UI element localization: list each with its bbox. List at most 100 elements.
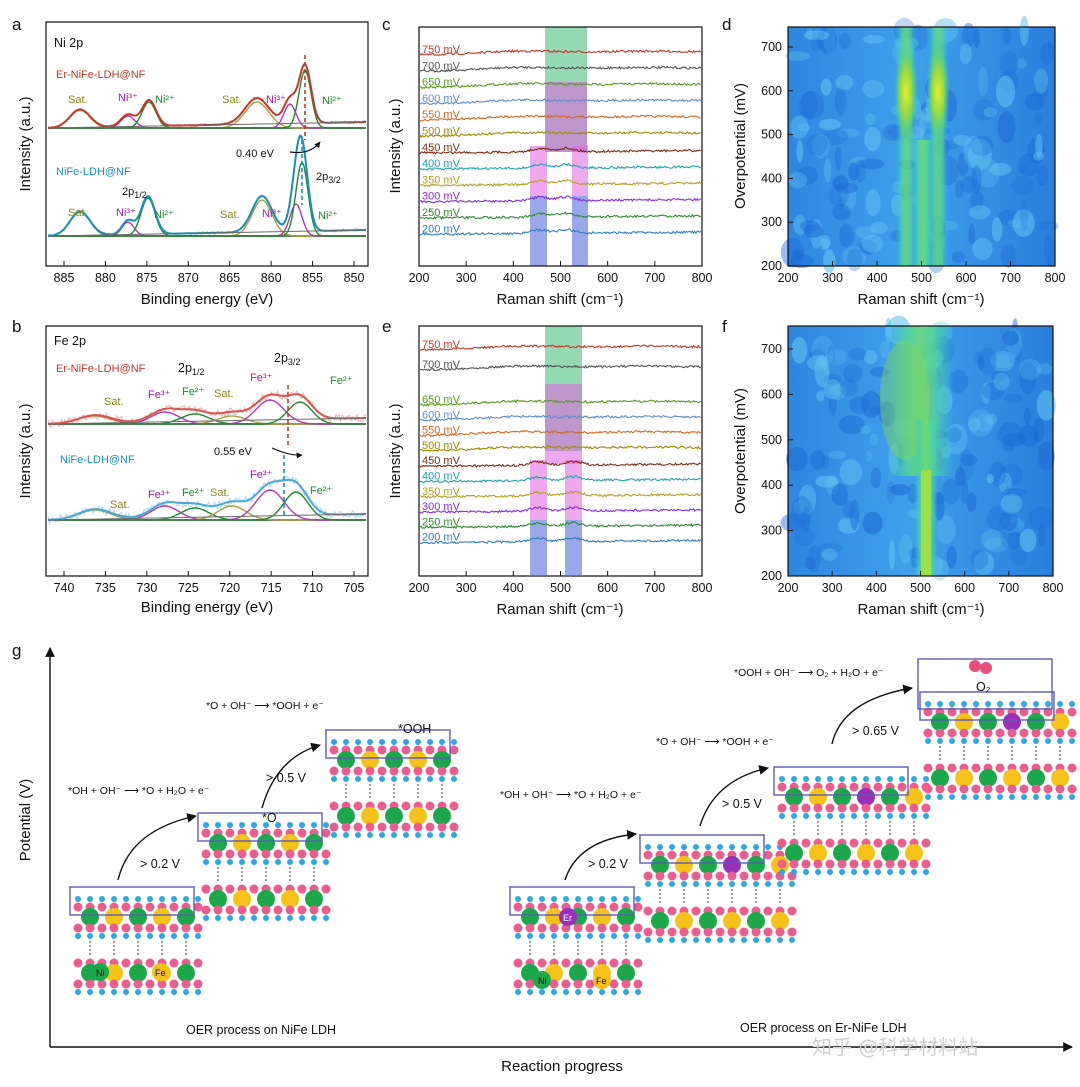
heatmap-texture-blob xyxy=(957,152,969,177)
oxygen-atom xyxy=(193,958,203,968)
heatmap-texture-blob xyxy=(805,557,817,570)
potential-label: 550 mV xyxy=(422,109,461,121)
oxygen-atom xyxy=(73,979,83,989)
heatmap-texture-blob xyxy=(839,378,859,397)
hydrogen-atom xyxy=(611,933,617,939)
heatmap-texture-blob xyxy=(960,176,977,193)
oxygen-atom xyxy=(401,801,411,811)
x-tick-label: 700 xyxy=(998,581,1019,595)
heatmap-texture-blob xyxy=(860,391,882,419)
panel-d: d 200 300 400 500 600 700 800 200 300 400 500 600 70… xyxy=(722,15,1065,308)
heatmap-texture-blob xyxy=(1020,199,1029,232)
hydrogen-atom xyxy=(147,933,153,939)
hydrogen-atom xyxy=(705,881,711,887)
x-axis-label-a: Binding energy (eV) xyxy=(141,291,274,308)
oxygen-atom xyxy=(525,923,535,933)
oxygen-atom xyxy=(983,728,993,738)
hydrogen-atom xyxy=(997,738,1003,744)
sat-label: Sat. xyxy=(68,94,88,106)
hydrogen-atom xyxy=(287,822,293,828)
oxygen-atom xyxy=(201,884,211,894)
oxygen-atom xyxy=(273,905,283,915)
heatmap-texture-blob xyxy=(780,237,805,268)
band-highlight xyxy=(565,520,582,575)
atom-label-fe: Fe xyxy=(155,968,166,978)
band-highlight xyxy=(572,196,588,266)
hydrogen-atom xyxy=(323,915,329,921)
heatmap-texture-blob xyxy=(790,115,809,140)
oxygen-atom xyxy=(133,923,143,933)
oxygen-atom xyxy=(971,784,981,794)
heatmap-texture-blob xyxy=(963,135,983,168)
hydrogen-atom xyxy=(99,989,105,995)
hydrogen-atom xyxy=(815,813,821,819)
hydrogen-atom xyxy=(87,989,93,995)
oxygen-atom xyxy=(777,803,787,813)
heatmap-texture-blob xyxy=(1035,133,1043,158)
oxygen-atom xyxy=(703,871,713,881)
oxygen-atom xyxy=(897,803,907,813)
hydrogen-atom xyxy=(899,776,905,782)
fe-atom xyxy=(152,963,170,981)
heatmap-texture-blob xyxy=(962,22,976,48)
hydrogen-atom xyxy=(827,869,833,875)
oxygen-atom xyxy=(885,803,895,813)
hydrogen-atom xyxy=(741,881,747,887)
heatmap-texture-blob xyxy=(996,75,1015,108)
ni2-label: Ni²⁺ xyxy=(318,210,338,222)
p12-label: 2p1/2 xyxy=(178,361,204,377)
oxygen-atom xyxy=(273,828,283,838)
x-tick-label: 600 xyxy=(956,271,977,285)
y-axis-label-d: Overpotential (mV) xyxy=(732,83,749,209)
equation-oh-to-o: *OH + OH⁻ ⟶ *O + H₂O + e⁻ xyxy=(68,785,210,797)
oxygen-atom xyxy=(849,782,859,792)
x-tick-label: 300 xyxy=(456,581,477,595)
hydrogen-atom xyxy=(961,701,967,707)
oxygen-atom xyxy=(1043,728,1053,738)
oxygen-atom xyxy=(789,859,799,869)
oxygen-atom xyxy=(513,979,523,989)
hydrogen-atom xyxy=(657,881,663,887)
hydrogen-atom xyxy=(669,937,675,943)
oxygen-atom xyxy=(825,859,835,869)
heatmap-texture-blob xyxy=(1036,363,1053,375)
heatmap-texture-blob xyxy=(865,189,881,217)
ni-atom xyxy=(177,908,195,926)
atom-label-ni: Ni xyxy=(96,968,105,978)
hydrogen-atom xyxy=(527,933,533,939)
oxygen-atom xyxy=(825,838,835,848)
ni-atom xyxy=(1027,713,1045,731)
y-tick-label: 200 xyxy=(761,569,782,583)
oxygen-atom xyxy=(377,745,387,755)
hydrogen-atom xyxy=(1057,701,1063,707)
hydrogen-atom xyxy=(171,896,177,902)
heatmap-texture-blob xyxy=(986,473,995,484)
heatmap-texture-blob xyxy=(785,51,810,61)
oxygen-atom xyxy=(897,859,907,869)
hydrogen-atom xyxy=(973,794,979,800)
oxygen-atom xyxy=(1055,728,1065,738)
oxygen-atom xyxy=(1007,728,1017,738)
oxygen-atom xyxy=(341,766,351,776)
oxygen-atom xyxy=(995,728,1005,738)
heatmap-texture-blob xyxy=(848,162,860,181)
hydrogen-atom xyxy=(827,813,833,819)
ni3-label: Ni³⁺ xyxy=(266,94,286,106)
ni3-label: Ni³⁺ xyxy=(116,207,136,219)
heatmap-texture-blob xyxy=(991,370,1007,382)
hydrogen-atom xyxy=(635,896,641,902)
hydrogen-atom xyxy=(391,739,397,745)
oxygen-atom xyxy=(97,923,107,933)
x-ticks-c: 200 300 400 500 600 700 800 xyxy=(409,261,712,285)
hydrogen-atom xyxy=(851,813,857,819)
oxygen-atom xyxy=(321,849,331,859)
oxygen-atom xyxy=(193,923,203,933)
hydrogen-atom xyxy=(287,859,293,865)
hydrogen-atom xyxy=(355,776,361,782)
hydrogen-atom xyxy=(551,989,557,995)
hydrogen-atom xyxy=(439,739,445,745)
heatmap-texture-blob xyxy=(969,205,991,220)
oxygen-atom xyxy=(897,782,907,792)
hydrogen-atom xyxy=(803,869,809,875)
potential-label: 200 mV xyxy=(422,532,461,544)
